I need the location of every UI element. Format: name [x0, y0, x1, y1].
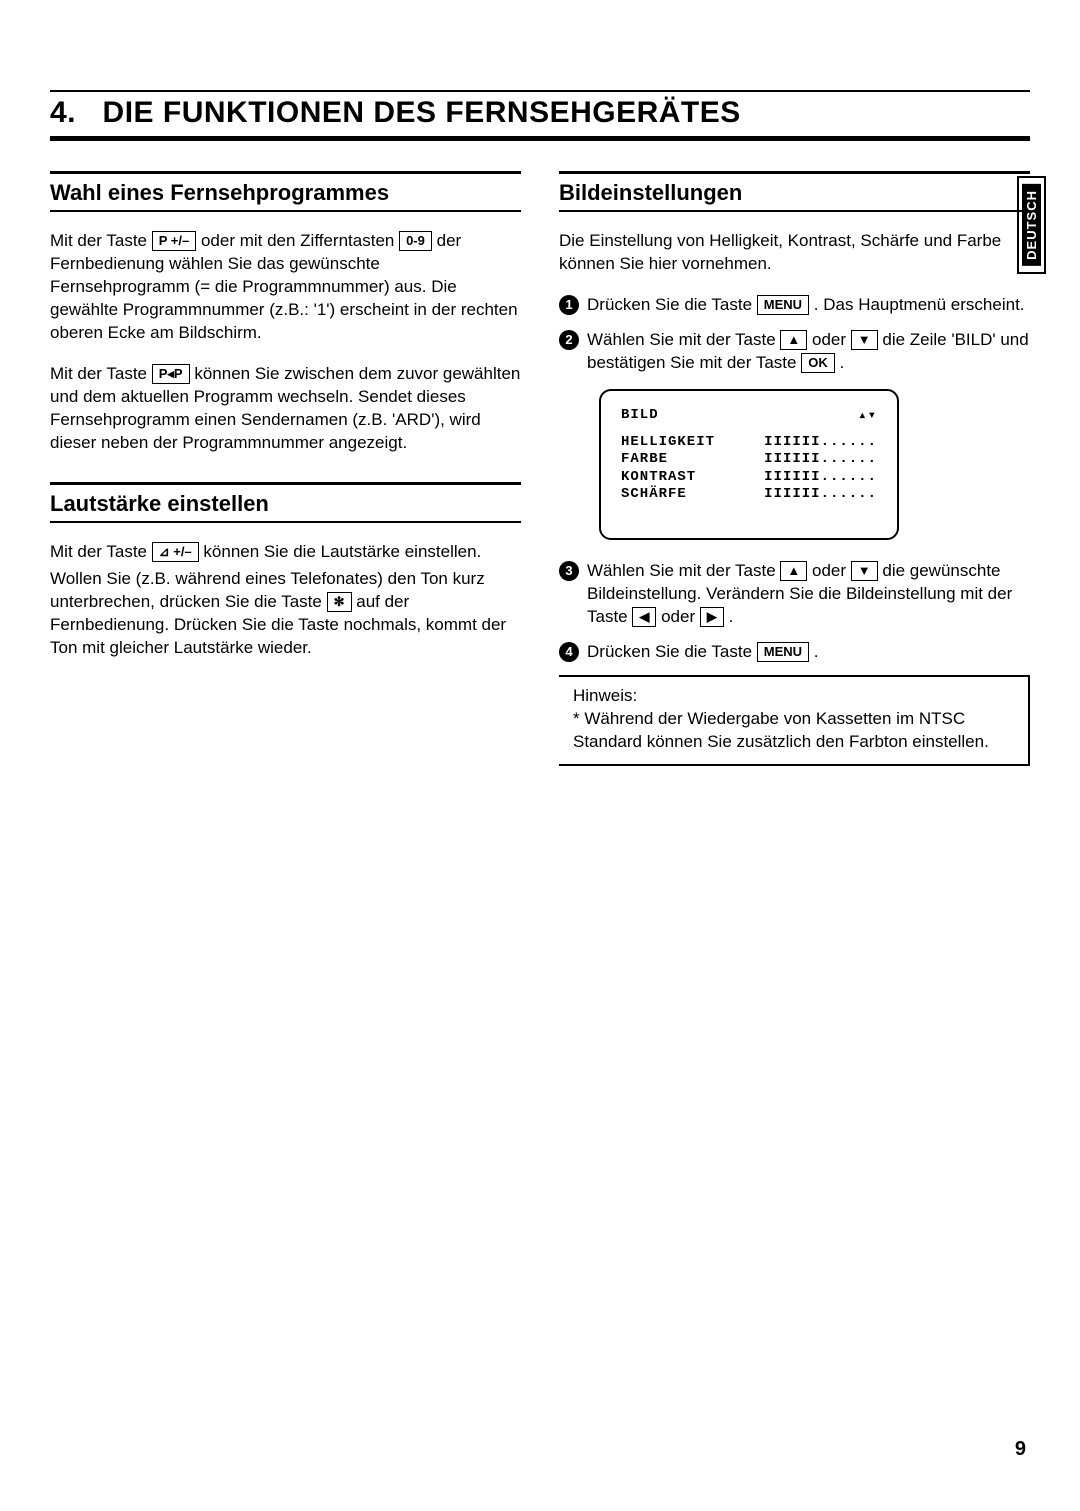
paragraph: Wollen Sie (z.B. während eines Telefonat…	[50, 568, 521, 660]
section-heading: Lautstärke einstellen	[50, 491, 521, 521]
text: . Das Hauptmenü erscheint.	[814, 295, 1025, 314]
text: .	[814, 642, 819, 661]
section-program-select: Wahl eines Fernsehprogrammes Mit der Tas…	[50, 171, 521, 454]
step-4: 4 Drücken Sie die Taste MENU .	[559, 641, 1030, 664]
key-down: ▼	[851, 330, 878, 350]
text: Mit der Taste	[50, 542, 152, 561]
key-down: ▼	[851, 561, 878, 581]
note-body: * Während der Wiedergabe von Kassetten i…	[573, 708, 1014, 754]
section-volume: Lautstärke einstellen Mit der Taste ⊿ +/…	[50, 482, 521, 660]
step-2: 2 Wählen Sie mit der Taste ▲ oder ▼ die …	[559, 329, 1030, 375]
osd-row: FARBE IIIIII......	[621, 451, 877, 469]
section-rule	[50, 521, 521, 523]
text: Wollen Sie (z.B. während eines Telefonat…	[50, 569, 485, 611]
note-heading: Hinweis:	[573, 685, 1014, 708]
step-text: Wählen Sie mit der Taste ▲ oder ▼ die Ze…	[587, 329, 1030, 375]
osd-bar: IIIIII......	[764, 434, 877, 452]
osd-title: BILD	[621, 407, 659, 424]
osd-bar: IIIIII......	[764, 486, 877, 504]
step-text: Drücken Sie die Taste MENU .	[587, 641, 819, 664]
osd-bar: IIIIII......	[764, 451, 877, 469]
key-mute: ✻	[327, 592, 352, 612]
text: Wählen Sie mit der Taste	[587, 330, 780, 349]
text: Drücken Sie die Taste	[587, 295, 757, 314]
text: oder mit den Zifferntasten	[201, 231, 399, 250]
section-rule	[50, 482, 521, 485]
key-volume: ⊿ +/–	[152, 542, 199, 562]
chapter-rule-bottom	[50, 136, 1030, 141]
right-column: Bildeinstellungen Die Einstellung von He…	[559, 171, 1030, 794]
key-menu: MENU	[757, 642, 809, 662]
osd-label: SCHÄRFE	[621, 486, 687, 504]
section-heading: Bildeinstellungen	[559, 180, 1030, 210]
osd-menu-box: BILD ▴▾ HELLIGKEIT IIIIII...... FARBE II…	[599, 389, 899, 540]
step-text: Wählen Sie mit der Taste ▲ oder ▼ die ge…	[587, 560, 1030, 629]
paragraph: Mit der Taste P +/– oder mit den Ziffern…	[50, 230, 521, 345]
note-box: Hinweis: * Während der Wiedergabe von Ka…	[559, 675, 1030, 766]
key-up: ▲	[780, 330, 807, 350]
chapter-title: 4. DIE FUNKTIONEN DES FERNSEHGERÄTES	[50, 96, 1030, 136]
section-rule	[50, 210, 521, 212]
osd-row: KONTRAST IIIIII......	[621, 469, 877, 487]
paragraph: Die Einstellung von Helligkeit, Kontrast…	[559, 230, 1030, 276]
language-tab: DEUTSCH	[1017, 176, 1046, 274]
text: Mit der Taste	[50, 231, 152, 250]
section-heading: Wahl eines Fernsehprogrammes	[50, 180, 521, 210]
text: Wählen Sie mit der Taste	[587, 561, 780, 580]
key-right: ▶	[700, 607, 724, 627]
key-up: ▲	[780, 561, 807, 581]
osd-label: KONTRAST	[621, 469, 696, 487]
text: oder	[812, 561, 851, 580]
text: Mit der Taste	[50, 364, 152, 383]
language-tab-label: DEUTSCH	[1022, 184, 1041, 266]
step-3: 3 Wählen Sie mit der Taste ▲ oder ▼ die …	[559, 560, 1030, 629]
key-p-plus-minus: P +/–	[152, 231, 196, 251]
section-picture-settings: Bildeinstellungen Die Einstellung von He…	[559, 171, 1030, 766]
key-menu: MENU	[757, 295, 809, 315]
text: können Sie die Lautstärke einstellen.	[203, 542, 481, 561]
key-p-swap: P◂P	[152, 364, 190, 384]
two-column-layout: Wahl eines Fernsehprogrammes Mit der Tas…	[50, 171, 1030, 794]
osd-label: FARBE	[621, 451, 668, 469]
left-column: Wahl eines Fernsehprogrammes Mit der Tas…	[50, 171, 521, 794]
page-number: 9	[1015, 1438, 1026, 1461]
osd-bar: IIIIII......	[764, 469, 877, 487]
step-number-icon: 3	[559, 561, 579, 581]
chapter-number: 4.	[50, 96, 76, 129]
section-rule	[559, 171, 1030, 174]
osd-label: HELLIGKEIT	[621, 434, 715, 452]
osd-row: HELLIGKEIT IIIIII......	[621, 434, 877, 452]
key-left: ◀	[632, 607, 656, 627]
paragraph: Mit der Taste P◂P können Sie zwischen de…	[50, 363, 521, 455]
step-number-icon: 1	[559, 295, 579, 315]
key-ok: OK	[801, 353, 835, 373]
step-text: Drücken Sie die Taste MENU . Das Hauptme…	[587, 294, 1025, 317]
chapter-title-text: DIE FUNKTIONEN DES FERNSEHGERÄTES	[103, 96, 741, 129]
text: Drücken Sie die Taste	[587, 642, 757, 661]
text: .	[839, 353, 844, 372]
step-1: 1 Drücken Sie die Taste MENU . Das Haupt…	[559, 294, 1030, 317]
step-number-icon: 2	[559, 330, 579, 350]
text: oder	[661, 607, 700, 626]
section-rule	[50, 171, 521, 174]
text: oder	[812, 330, 851, 349]
section-rule	[559, 210, 1030, 212]
text: .	[729, 607, 734, 626]
key-digits: 0-9	[399, 231, 432, 251]
osd-arrows-icon: ▴▾	[858, 407, 877, 424]
step-number-icon: 4	[559, 642, 579, 662]
osd-header: BILD ▴▾	[621, 407, 877, 424]
paragraph: Mit der Taste ⊿ +/– können Sie die Lauts…	[50, 541, 521, 564]
osd-row: SCHÄRFE IIIIII......	[621, 486, 877, 504]
